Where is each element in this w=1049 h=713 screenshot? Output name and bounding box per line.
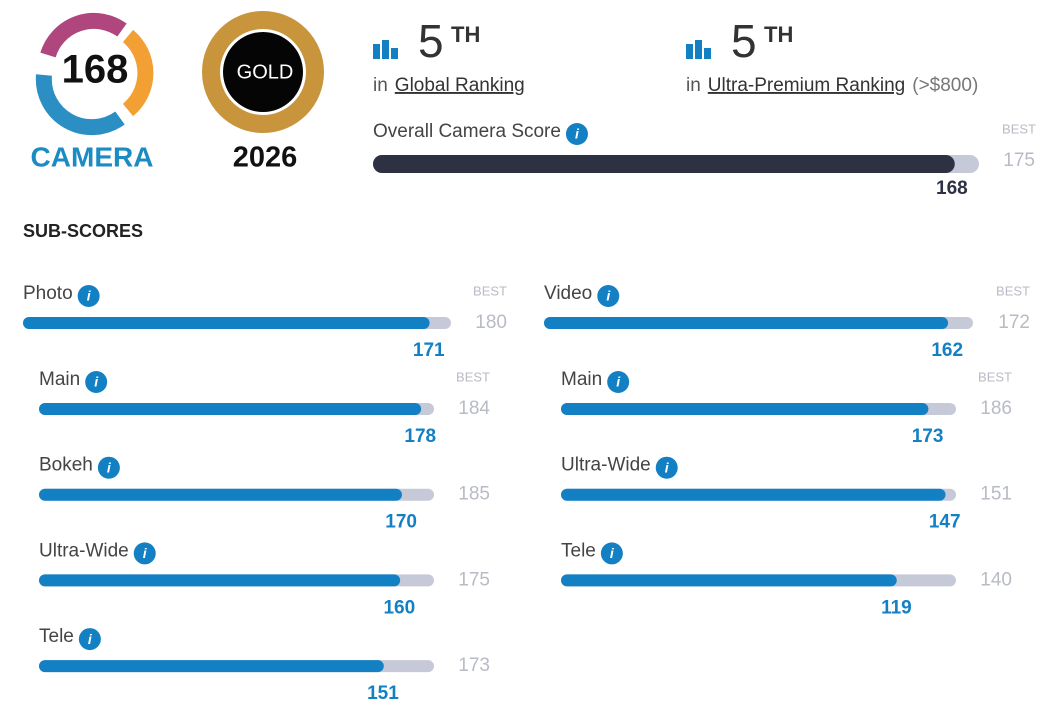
info-icon (600, 542, 623, 565)
best-label: BEST (996, 283, 1030, 298)
info-icon-glyph: i (88, 631, 93, 647)
sub-score-label: Tele (561, 540, 596, 561)
rank: 5 (418, 15, 444, 67)
score-label: Overall Camera Score (373, 121, 561, 142)
score-bar (544, 317, 949, 329)
score-bar (39, 488, 402, 501)
rank-icon (373, 44, 380, 59)
camera-label: CAMERA (31, 141, 154, 172)
score-value: 160 (383, 597, 415, 618)
section-title: SUB-SCORES (23, 221, 143, 241)
score-value: 151 (367, 683, 399, 704)
score-bar (39, 660, 384, 673)
best-value: 172 (998, 312, 1030, 333)
info-icon-glyph: i (665, 459, 670, 475)
info-icon (97, 456, 120, 479)
info-icon (565, 123, 588, 145)
rank-icon (704, 48, 711, 59)
info-icon-glyph: i (143, 545, 148, 561)
gold-badge: GOLD 2026 (202, 11, 324, 174)
rank-suffix: TH (764, 22, 793, 47)
sub-score-label: Photo (23, 283, 73, 304)
sub-score-label: Ultra-Wide (561, 455, 651, 476)
info-icon-glyph: i (610, 545, 615, 561)
info-icon (133, 542, 156, 565)
score-value: 119 (881, 597, 912, 618)
sub-score-label: Main (39, 369, 80, 390)
best-value: 140 (980, 569, 1012, 590)
best-value: 151 (980, 484, 1012, 505)
info-icon (78, 628, 101, 651)
camera-badge: 168 CAMERA (31, 12, 154, 172)
ranking-prefix: in (686, 75, 701, 96)
score-bar (39, 403, 422, 415)
score-bar (561, 574, 897, 587)
score-value: 147 (929, 512, 961, 533)
best-value: 180 (475, 312, 507, 333)
best-label: BEST (1002, 121, 1036, 136)
rank-icon (382, 40, 389, 59)
score-value: 168 (936, 178, 968, 199)
badge-ring (202, 11, 324, 133)
best-value: 185 (458, 484, 490, 505)
ranking-link[interactable]: Global Ranking (395, 75, 525, 96)
info-icon-glyph: i (94, 374, 99, 390)
best-value: 184 (458, 398, 490, 419)
score-value: 162 (931, 340, 963, 361)
score-bar (561, 488, 946, 501)
info-icon (85, 371, 108, 393)
badge-arc (35, 74, 125, 136)
rank-icon (686, 44, 693, 59)
score-value: 173 (912, 426, 944, 447)
ranking-link[interactable]: Ultra-Premium Ranking (708, 75, 905, 96)
info-icon (655, 456, 678, 479)
score-value: 178 (404, 426, 436, 447)
badge-arc (40, 12, 127, 58)
score-bar (39, 574, 401, 587)
score-bar (23, 317, 430, 329)
info-icon-glyph: i (575, 126, 580, 142)
ranking-prefix: in (373, 75, 388, 96)
ranking-caption: in Global Ranking (373, 75, 525, 96)
camera-score: 168 (62, 48, 129, 92)
badge-core (223, 32, 303, 112)
rank-icon (695, 40, 702, 59)
best-value: 173 (458, 655, 490, 676)
gold-label: GOLD (237, 61, 294, 83)
best-label: BEST (978, 369, 1012, 384)
sub-score-label: Ultra-Wide (39, 540, 129, 561)
sub-score-label: Main (561, 369, 602, 390)
info-icon (607, 371, 630, 393)
info-icon-glyph: i (616, 374, 621, 390)
badge-arc (122, 29, 154, 117)
best-value: 186 (980, 398, 1012, 419)
info-icon-glyph: i (107, 459, 112, 475)
ranking-caption: in Ultra-Premium Ranking (>$800) (686, 75, 978, 96)
sub-score-label: Bokeh (39, 455, 93, 476)
sub-score-label: Video (544, 283, 592, 304)
ranking-note: (>$800) (912, 75, 978, 96)
info-icon (597, 285, 620, 307)
best-label: BEST (456, 369, 490, 384)
info-icon-glyph: i (87, 288, 92, 304)
best-value: 175 (1003, 150, 1035, 171)
sub-score-label: Tele (39, 626, 74, 647)
best-value: 175 (458, 569, 490, 590)
rank-icon (391, 48, 398, 59)
score-bar (373, 155, 955, 173)
rank: 5 (731, 15, 757, 67)
info-icon-glyph: i (606, 288, 611, 304)
gold-year: 2026 (233, 142, 298, 174)
best-label: BEST (473, 283, 507, 298)
badge-core (55, 35, 129, 109)
rank-suffix: TH (451, 22, 480, 47)
info-icon (77, 285, 100, 307)
score-value: 170 (385, 512, 417, 533)
score-bar (561, 403, 929, 415)
score-value: 171 (413, 340, 445, 361)
